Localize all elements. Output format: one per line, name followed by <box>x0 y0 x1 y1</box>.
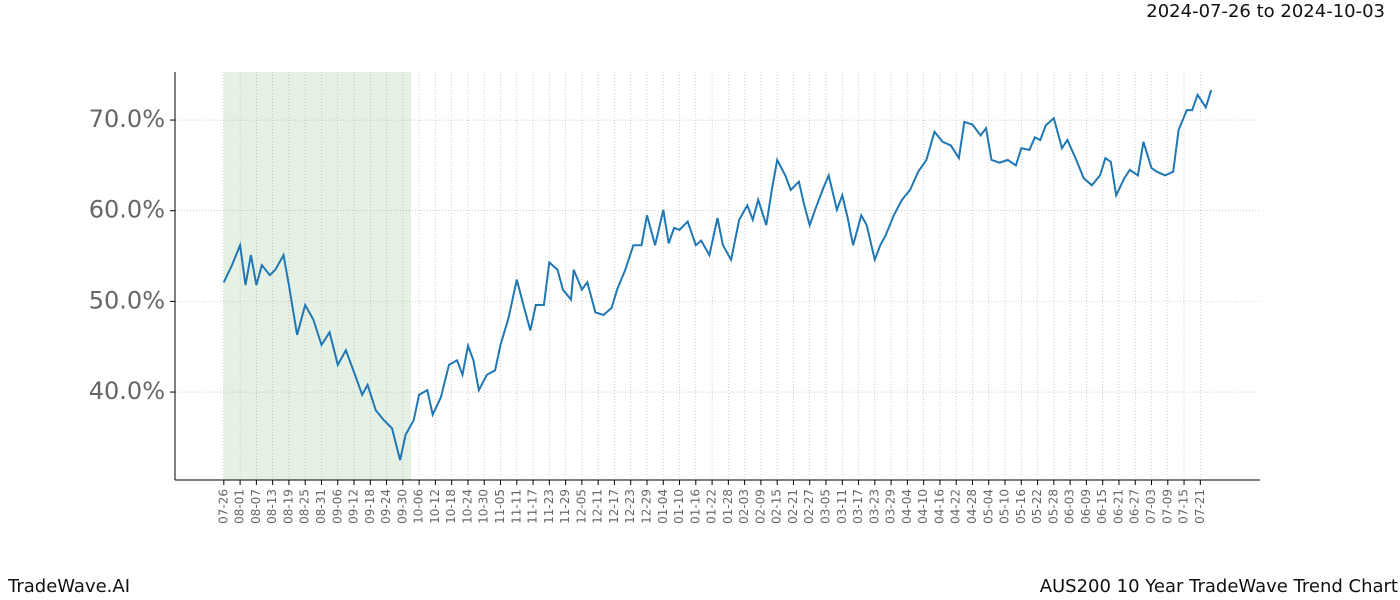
x-tick-label: 01-16 <box>688 489 702 524</box>
x-tick-label: 10-18 <box>444 489 458 524</box>
y-tick-label: 50.0% <box>89 286 165 314</box>
x-tick-label: 06-27 <box>1128 489 1142 524</box>
y-tick-label: 70.0% <box>89 105 165 133</box>
x-tick-label: 12-23 <box>623 489 637 524</box>
x-tick-label: 04-04 <box>900 489 914 524</box>
x-tick-label: 06-15 <box>1095 489 1109 524</box>
x-tick-label: 08-19 <box>281 489 295 524</box>
x-tick-label: 06-09 <box>1079 489 1093 524</box>
x-tick-label: 05-16 <box>1014 489 1028 524</box>
x-tick-label: 10-06 <box>412 489 426 524</box>
x-tick-label: 12-05 <box>574 489 588 524</box>
x-tick-label: 07-03 <box>1144 489 1158 524</box>
x-tick-label: 03-17 <box>851 489 865 524</box>
x-tick-label: 11-05 <box>493 489 507 524</box>
x-tick-label: 11-23 <box>542 489 556 524</box>
x-tick-label: 01-04 <box>656 489 670 524</box>
x-tick-label: 12-29 <box>639 489 653 524</box>
x-tick-label: 10-12 <box>428 489 442 524</box>
x-tick-label: 11-29 <box>558 489 572 524</box>
x-tick-label: 04-28 <box>965 489 979 524</box>
x-tick-label: 09-06 <box>330 489 344 524</box>
x-tick-label: 08-07 <box>249 489 263 524</box>
chart-title: 2024-07-26 to 2024-10-03 <box>1146 1 1385 22</box>
x-tick-label: 03-11 <box>835 489 849 524</box>
x-tick-label: 03-29 <box>884 489 898 524</box>
x-tick-label: 05-04 <box>981 489 995 524</box>
x-tick-label: 04-16 <box>932 489 946 524</box>
x-tick-label: 02-03 <box>737 489 751 524</box>
data-line <box>222 89 1213 461</box>
brand: TradeWave.AI <box>7 576 130 597</box>
x-tick-label: 03-05 <box>819 489 833 524</box>
x-tick-label: 04-22 <box>949 489 963 524</box>
x-tick-label: 06-21 <box>1111 489 1125 524</box>
y-tick-label: 40.0% <box>89 377 165 405</box>
x-tick-label: 12-11 <box>591 489 605 524</box>
x-tick-label: 02-09 <box>753 489 767 524</box>
x-tick-label: 08-13 <box>265 489 279 524</box>
x-tick-label: 01-28 <box>721 489 735 524</box>
x-tick-label: 02-15 <box>770 489 784 524</box>
x-tick-label: 11-17 <box>526 489 540 524</box>
x-tick-label: 09-24 <box>379 489 393 524</box>
x-tick-label: 02-21 <box>786 489 800 524</box>
x-tick-label: 03-23 <box>867 489 881 524</box>
x-tick-label: 05-28 <box>1046 489 1060 524</box>
x-tick-label: 08-31 <box>314 489 328 524</box>
x-tick-label: 08-01 <box>233 489 247 524</box>
x-tick-label: 07-09 <box>1160 489 1174 524</box>
x-tick-label: 01-10 <box>672 489 686 524</box>
x-tick-label: 01-22 <box>705 489 719 524</box>
x-tick-label: 05-22 <box>1030 489 1044 524</box>
x-tick-label: 05-10 <box>998 489 1012 524</box>
x-tick-label: 04-10 <box>916 489 930 524</box>
x-tick-label: 11-11 <box>509 489 523 524</box>
x-tick-label: 07-21 <box>1193 489 1207 524</box>
x-tick-label: 12-17 <box>607 489 621 524</box>
x-tick-label: 09-30 <box>395 489 409 524</box>
x-tick-label: 09-12 <box>347 489 361 524</box>
x-tick-label: 08-25 <box>298 489 312 524</box>
y-tick-label: 60.0% <box>89 196 165 224</box>
x-tick-label: 07-15 <box>1177 489 1191 524</box>
x-tick-label: 02-27 <box>802 489 816 524</box>
x-tick-label: 09-18 <box>363 489 377 524</box>
x-tick-label: 07-26 <box>216 489 230 524</box>
x-tick-label: 06-03 <box>1063 489 1077 524</box>
chart-name: AUS200 10 Year TradeWave Trend Chart <box>1040 576 1398 597</box>
x-tick-label: 10-30 <box>477 489 491 524</box>
x-tick-label: 10-24 <box>460 489 474 524</box>
